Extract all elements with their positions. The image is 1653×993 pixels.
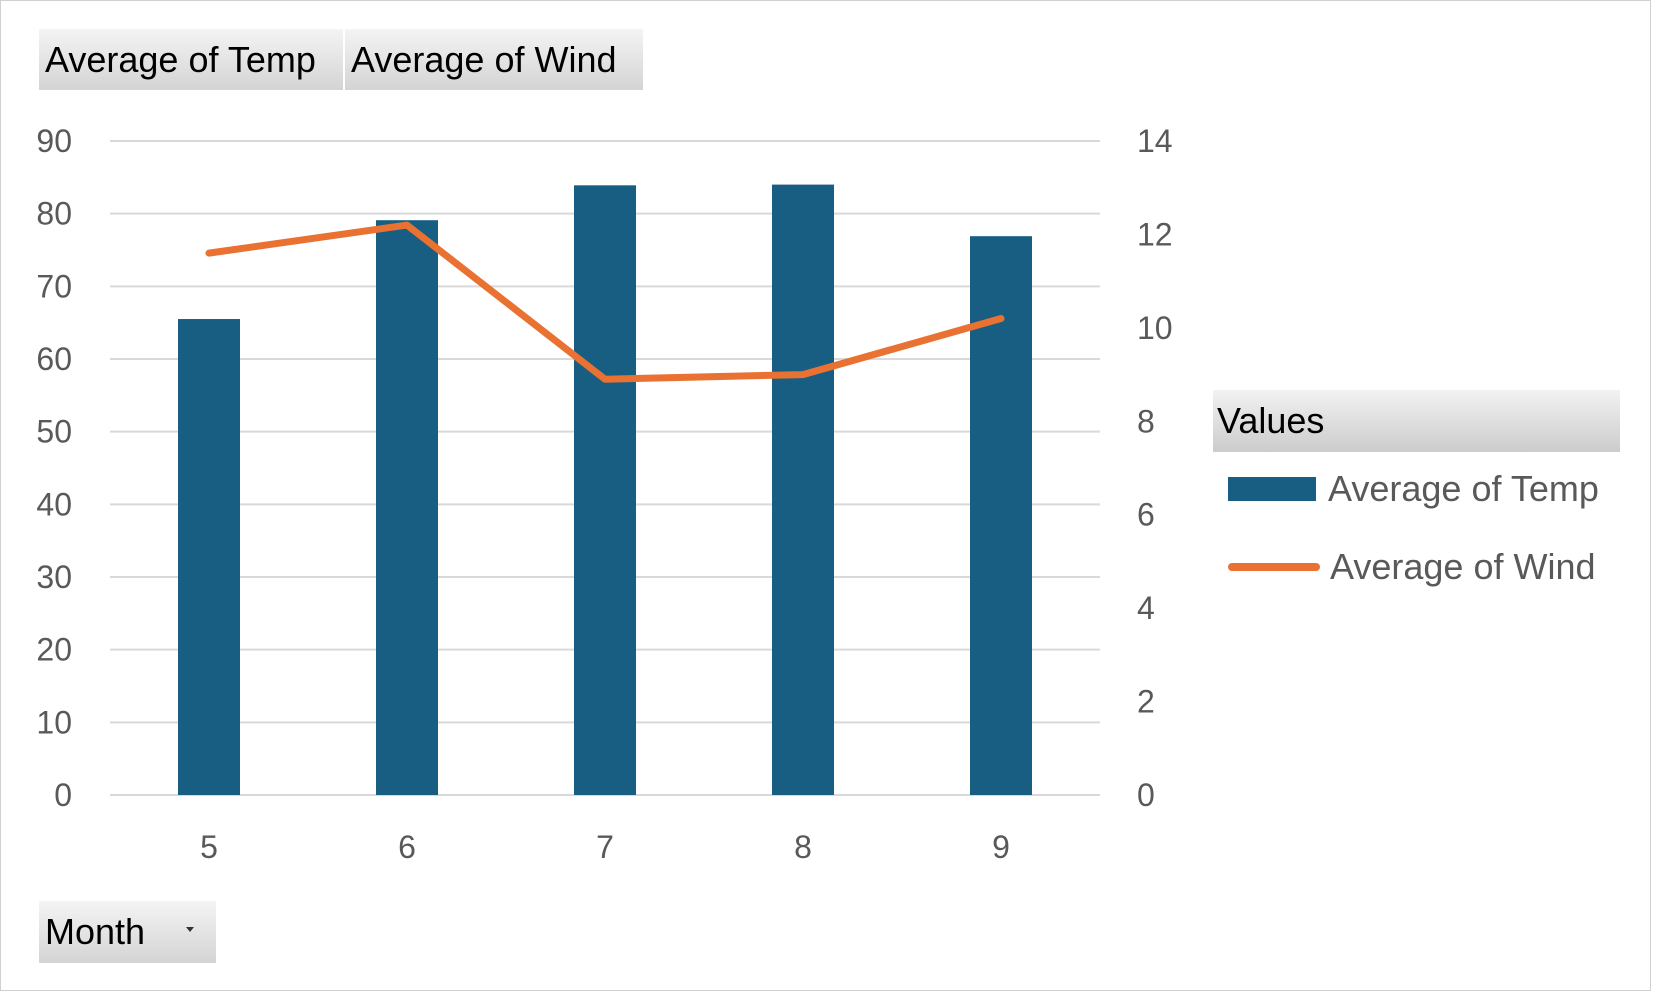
y2-tick-label: 10	[1137, 310, 1173, 346]
primary-y-axis: 0 10 20 30 40 50 60 70 80 90	[36, 123, 72, 813]
legend-swatch-wind	[1228, 563, 1320, 571]
y2-tick-label: 2	[1137, 684, 1155, 720]
y-tick-label: 10	[36, 704, 72, 740]
y-tick-label: 90	[36, 123, 72, 159]
y-tick-label: 30	[36, 559, 72, 595]
average-of-wind-field-button[interactable]: Average of Wind	[345, 29, 643, 90]
legend-header-label: Values	[1217, 400, 1325, 441]
y2-tick-label: 0	[1137, 777, 1155, 813]
legend-label-wind: Average of Wind	[1330, 546, 1596, 587]
average-of-wind-field-label: Average of Wind	[351, 38, 617, 80]
x-tick-label: 9	[992, 829, 1010, 865]
average-of-temp-field-label: Average of Temp	[45, 38, 316, 80]
bar	[574, 185, 636, 795]
y-tick-label: 0	[54, 777, 72, 813]
y-tick-label: 60	[36, 341, 72, 377]
x-tick-label: 6	[398, 829, 416, 865]
average-of-temp-field-button[interactable]: Average of Temp	[39, 29, 343, 90]
y-tick-label: 70	[36, 268, 72, 304]
y-tick-label: 80	[36, 196, 72, 232]
bar	[772, 184, 834, 796]
bar	[178, 319, 240, 795]
x-tick-label: 7	[596, 829, 614, 865]
x-tick-label: 8	[794, 829, 812, 865]
bar	[376, 220, 438, 795]
y-tick-label: 50	[36, 414, 72, 450]
legend-item-wind[interactable]: Average of Wind	[1228, 546, 1595, 588]
y-tick-label: 40	[36, 486, 72, 522]
legend-item-temp[interactable]: Average of Temp	[1228, 468, 1599, 510]
chevron-down-icon[interactable]	[186, 927, 194, 932]
legend-swatch-temp	[1228, 477, 1316, 501]
y2-tick-label: 12	[1137, 216, 1173, 252]
y-tick-label: 20	[36, 632, 72, 668]
secondary-y-axis: 0 2 4 6 8 10 12 14	[1137, 123, 1173, 813]
y2-tick-label: 14	[1137, 123, 1173, 159]
bar	[970, 236, 1032, 795]
x-axis: 5 6 7 8 9	[200, 829, 1010, 865]
y2-tick-label: 4	[1137, 590, 1155, 626]
x-tick-label: 5	[200, 829, 218, 865]
wind-line-series	[205, 221, 1005, 383]
y2-tick-label: 8	[1137, 403, 1155, 439]
temp-bars	[178, 184, 1032, 796]
legend-label-temp: Average of Temp	[1328, 468, 1599, 509]
month-field-button[interactable]: Month	[39, 901, 216, 963]
y2-tick-label: 6	[1137, 497, 1155, 533]
month-field-label: Month	[45, 911, 146, 952]
legend-values-header[interactable]: Values	[1213, 390, 1620, 452]
